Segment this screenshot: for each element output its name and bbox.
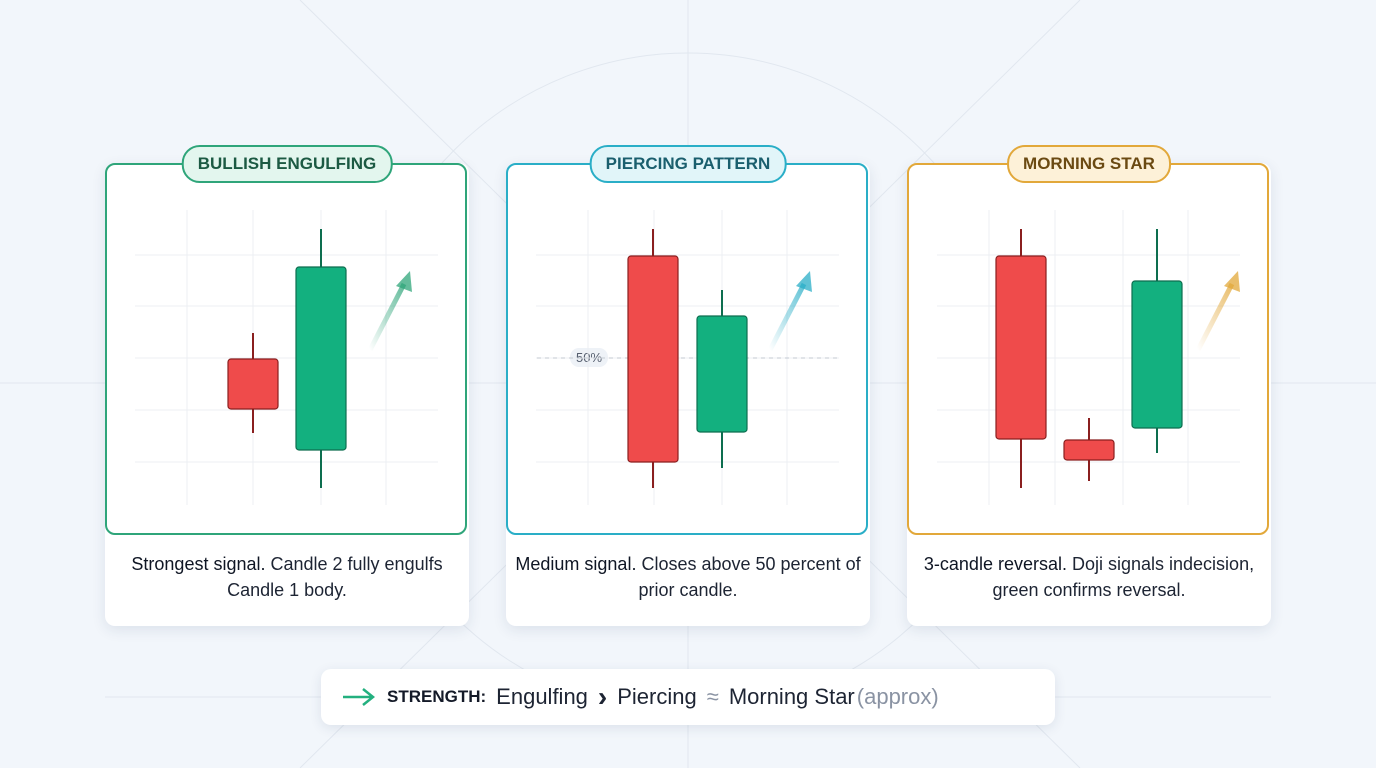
chart-frame <box>506 163 868 535</box>
arrow-right-icon <box>343 688 376 706</box>
strength-morning-star: Morning Star <box>728 684 855 709</box>
card-title-badge: PIERCING PATTERN <box>589 145 787 183</box>
strength-summary-bar: STRENGTH: Engulfing › Piercing ≈ Morning… <box>321 669 1055 725</box>
card-piercing-pattern: PIERCING PATTERN 50% Medium signal. Clos… <box>506 145 870 626</box>
card-morning-star: MORNING STAR 3-candle reversal. Doji sig… <box>907 145 1271 626</box>
card-description: 3-candle reversal. Doji signals indecisi… <box>923 554 1255 600</box>
card-title-badge: BULLISH ENGULFING <box>181 145 393 183</box>
card-title-badge: MORNING STAR <box>1007 145 1171 183</box>
strength-engulfing: Engulfing <box>496 684 588 709</box>
strength-piercing: Piercing <box>617 684 697 709</box>
approx-note: (approx) <box>856 684 939 709</box>
fifty-percent-label: 50% <box>570 348 609 367</box>
approx-icon: ≈ <box>706 684 719 709</box>
card-description: Strongest signal. Candle 2 fully engulfs… <box>131 554 443 600</box>
card-description: Medium signal. Closes above 50 percent o… <box>515 554 861 600</box>
greater-than-icon: › <box>597 681 608 712</box>
chart-frame <box>907 163 1269 535</box>
card-bullish-engulfing: BULLISH ENGULFING Strongest signal. Cand… <box>105 145 469 626</box>
chart-frame <box>105 163 467 535</box>
strength-label: STRENGTH: <box>387 687 487 706</box>
